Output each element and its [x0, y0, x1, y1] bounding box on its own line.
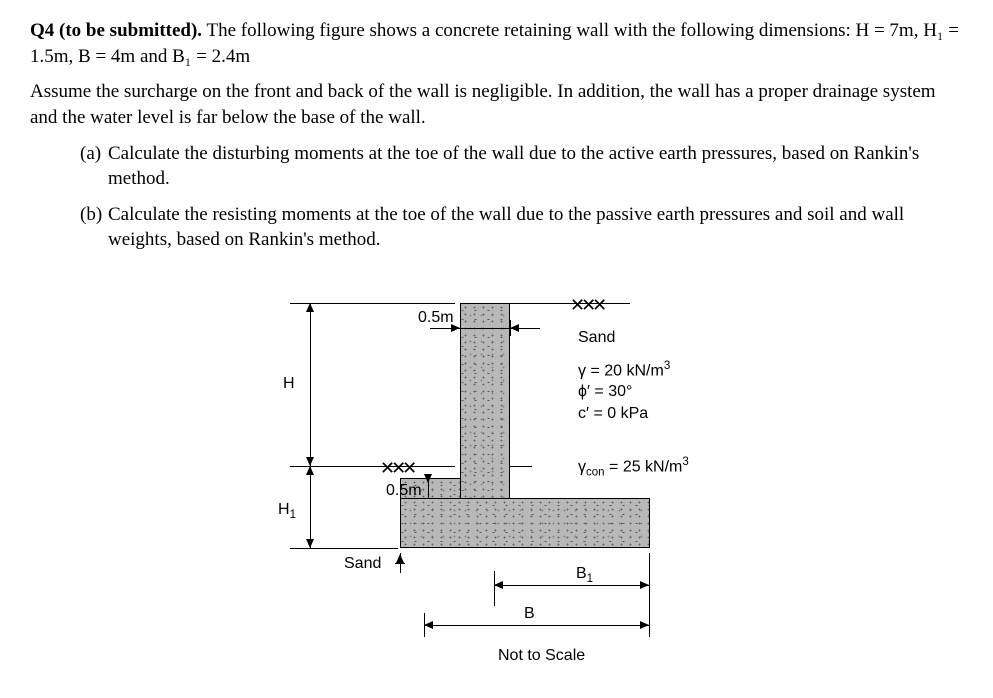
- base-bottom-ext: [290, 548, 398, 549]
- part-b-marker: (b): [80, 202, 108, 253]
- q4-intro: Q4 (to be submitted). The following figu…: [30, 18, 963, 69]
- dim-H-line: [310, 303, 311, 466]
- dim-step-height-label: 0.5m: [386, 480, 422, 502]
- part-a: (a) Calculate the disturbing moments at …: [80, 141, 963, 192]
- dim-H1-line: [310, 466, 311, 548]
- soil-c: c′ = 0 kPa: [578, 403, 648, 425]
- part-b-text: Calculate the resisting moments at the t…: [108, 202, 963, 253]
- dim-B-label: B: [524, 603, 535, 625]
- dim-B1-label: B1: [576, 563, 593, 588]
- ground-hatch-front: ✕✕✕: [380, 456, 413, 480]
- dim-B1-line: [494, 585, 649, 586]
- dim-B-line: [424, 625, 649, 626]
- dim-H1-label: H1: [278, 499, 296, 524]
- q4-heading: Q4 (to be submitted).: [30, 20, 202, 41]
- soil-title: Sand: [578, 327, 615, 349]
- q4-assumption: Assume the surcharge on the front and ba…: [30, 79, 963, 130]
- ground-tick-right: [510, 466, 532, 467]
- soil-gamma: γ = 20 kN/m3: [578, 359, 670, 382]
- step-height-leader: [400, 553, 401, 573]
- wall-stem: [460, 303, 510, 498]
- ground-line-backfill: [510, 303, 630, 304]
- retaining-wall-figure: ✕✕✕ ✕✕✕ H H1 0.5m 0.5m Sand B1: [0, 283, 993, 663]
- wall-base: [400, 498, 650, 548]
- figure-caption: Not to Scale: [498, 645, 585, 667]
- part-a-marker: (a): [80, 141, 108, 192]
- part-b: (b) Calculate the resisting moments at t…: [80, 202, 963, 253]
- ground-hatch-backfill: ✕✕✕: [570, 293, 603, 317]
- dim-stem-width-label: 0.5m: [418, 307, 454, 329]
- gamma-con: γcon = 25 kN/m3: [578, 455, 689, 481]
- dim-H-label: H: [283, 373, 295, 395]
- soil-phi: ϕ′ = 30°: [578, 381, 632, 403]
- part-a-text: Calculate the disturbing moments at the …: [108, 141, 963, 192]
- front-soil-label: Sand: [344, 553, 381, 575]
